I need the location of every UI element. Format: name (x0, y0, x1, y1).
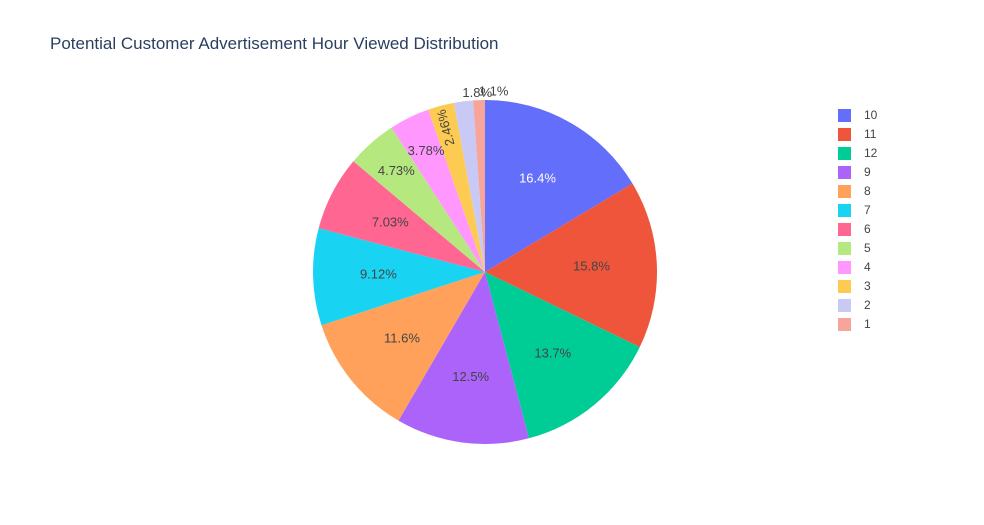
legend-swatch-9[interactable] (838, 166, 851, 179)
legend-swatch-6[interactable] (838, 223, 851, 236)
slice-label-8: 11.6% (384, 330, 420, 345)
legend-label-4: 4 (864, 260, 871, 274)
slice-label-4: 3.78% (408, 143, 445, 158)
legend-swatch-12[interactable] (838, 147, 851, 160)
pie-slice-8[interactable] (321, 272, 485, 421)
legend-swatch-4[interactable] (838, 261, 851, 274)
pie-slice-1[interactable] (473, 100, 485, 272)
pie-slice-2[interactable] (453, 100, 485, 272)
legend-label-11: 11 (864, 127, 877, 141)
pie-slice-7[interactable] (313, 228, 485, 326)
legend-swatch-1[interactable] (838, 318, 851, 331)
legend-item-6[interactable]: 6 (838, 222, 871, 236)
legend-swatch-5[interactable] (838, 242, 851, 255)
slice-label-6: 7.03% (372, 214, 409, 229)
pie-slice-11[interactable] (485, 183, 658, 348)
legend-label-3: 3 (864, 279, 871, 293)
pie-slice-10[interactable] (485, 100, 633, 272)
pie-labels: 16.4% 15.8% 13.7% 12.5% 11.6% 9.12% 7.03% 4.73%… (360, 84, 610, 385)
pie-slice-3[interactable] (428, 102, 485, 272)
pie-slices (313, 100, 658, 445)
legend-item-4[interactable]: 4 (838, 260, 871, 274)
legend-item-11[interactable]: 11 (838, 127, 877, 141)
legend[interactable]: 10 11 12 9 8 7 6 5 4 3 2 1 (838, 108, 878, 331)
slice-label-7: 9.12% (360, 266, 397, 281)
legend-label-9: 9 (864, 165, 871, 179)
legend-item-7[interactable]: 7 (838, 203, 871, 217)
pie-slice-12[interactable] (485, 272, 640, 439)
legend-swatch-11[interactable] (838, 128, 851, 141)
legend-item-3[interactable]: 3 (838, 279, 871, 293)
slice-label-2: 1.8% (462, 85, 492, 100)
pie-slice-6[interactable] (318, 161, 485, 272)
legend-label-7: 7 (864, 203, 871, 217)
legend-swatch-8[interactable] (838, 185, 851, 198)
legend-label-10: 10 (864, 108, 878, 122)
legend-swatch-7[interactable] (838, 204, 851, 217)
legend-item-12[interactable]: 12 (838, 146, 878, 160)
legend-item-5[interactable]: 5 (838, 241, 871, 255)
legend-item-9[interactable]: 9 (838, 165, 871, 179)
slice-label-5: 4.73% (378, 163, 415, 178)
legend-label-5: 5 (864, 241, 871, 255)
legend-label-1: 1 (864, 317, 871, 331)
slice-label-11: 15.8% (573, 259, 610, 274)
slice-label-9: 12.5% (452, 369, 489, 384)
legend-item-8[interactable]: 8 (838, 184, 871, 198)
legend-item-10[interactable]: 10 (838, 108, 878, 122)
slice-label-12: 13.7% (534, 346, 571, 361)
pie-slice-9[interactable] (398, 272, 529, 445)
legend-label-12: 12 (864, 146, 878, 160)
pie-slice-4[interactable] (391, 109, 485, 272)
legend-label-8: 8 (864, 184, 871, 198)
legend-swatch-3[interactable] (838, 280, 851, 293)
pie-slice-5[interactable] (353, 127, 485, 272)
legend-swatch-10[interactable] (838, 109, 851, 122)
legend-swatch-2[interactable] (838, 299, 851, 312)
legend-item-1[interactable]: 1 (838, 317, 871, 331)
legend-label-6: 6 (864, 222, 871, 236)
slice-label-10: 16.4% (519, 171, 556, 186)
chart-title: Potential Customer Advertisement Hour Vi… (50, 34, 499, 53)
legend-item-2[interactable]: 2 (838, 298, 871, 312)
legend-label-2: 2 (864, 298, 871, 312)
slice-label-1: 1.1% (479, 84, 509, 99)
